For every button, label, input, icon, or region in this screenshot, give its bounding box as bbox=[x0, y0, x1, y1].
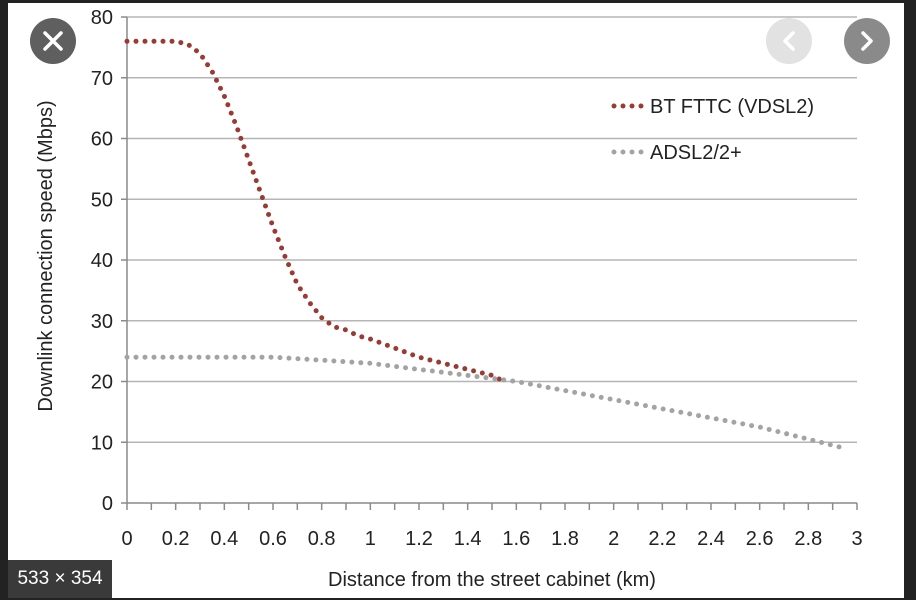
y-tick-label: 10 bbox=[91, 432, 113, 454]
y-axis-label: Downlink connection speed (Mbps) bbox=[35, 100, 57, 411]
image-panel bbox=[8, 3, 904, 598]
x-tick-label: 1.4 bbox=[454, 528, 482, 550]
y-tick-labels: 0 10 20 30 40 50 60 70 80 bbox=[91, 7, 113, 515]
y-tick-label: 40 bbox=[91, 250, 113, 272]
previous-image-button[interactable] bbox=[766, 18, 812, 64]
x-tick-label: 3 bbox=[851, 528, 862, 550]
series-group bbox=[124, 38, 848, 451]
x-tick-label: 0.4 bbox=[210, 528, 238, 550]
x-tick-label: 1.6 bbox=[502, 528, 530, 550]
y-tick-label: 80 bbox=[91, 7, 113, 29]
y-tick-label: 60 bbox=[91, 129, 113, 151]
close-button[interactable] bbox=[30, 18, 76, 64]
x-tick-label: 2.6 bbox=[746, 528, 774, 550]
image-size-label: 533 × 354 bbox=[8, 560, 112, 598]
close-icon bbox=[43, 31, 63, 51]
y-tick-label: 70 bbox=[91, 68, 113, 90]
x-tick-labels: 0 0.2 0.4 0.6 0.8 1 1.2 1.4 1.6 1.8 2 2.2 2.4 2.6 2.8 3 bbox=[121, 528, 862, 550]
x-tick-label: 2 bbox=[608, 528, 619, 550]
legend-label: ADSL2/2+ bbox=[650, 142, 742, 164]
x-tick-label: 2.4 bbox=[697, 528, 725, 550]
x-tick-label: 1.8 bbox=[551, 528, 579, 550]
series-line-adsl2 bbox=[124, 354, 848, 451]
x-tick-label: 1.2 bbox=[405, 528, 433, 550]
x-tick-label: 2.8 bbox=[794, 528, 822, 550]
y-tick-label: 50 bbox=[91, 189, 113, 211]
x-tick-label: 0.6 bbox=[259, 528, 287, 550]
x-tick-label: 0.8 bbox=[308, 528, 336, 550]
chevron-left-icon bbox=[783, 31, 795, 51]
x-tick-label: 0.2 bbox=[162, 528, 190, 550]
y-tick-label: 20 bbox=[91, 372, 113, 394]
axes bbox=[121, 16, 858, 510]
y-tick-label: 30 bbox=[91, 311, 113, 333]
x-axis-label: Distance from the street cabinet (km) bbox=[328, 569, 656, 591]
legend: BT FTTC (VDSL2) ADSL2/2+ bbox=[611, 96, 814, 164]
next-image-button[interactable] bbox=[844, 18, 890, 64]
legend-label: BT FTTC (VDSL2) bbox=[650, 96, 814, 118]
chevron-right-icon bbox=[861, 31, 873, 51]
gridlines bbox=[127, 16, 857, 443]
x-tick-label: 0 bbox=[121, 528, 132, 550]
y-tick-label: 0 bbox=[102, 493, 113, 515]
x-tick-label: 2.2 bbox=[648, 528, 676, 550]
x-tick-label: 1 bbox=[365, 528, 376, 550]
series-line-bt-fttc-vdsl2 bbox=[124, 38, 507, 384]
